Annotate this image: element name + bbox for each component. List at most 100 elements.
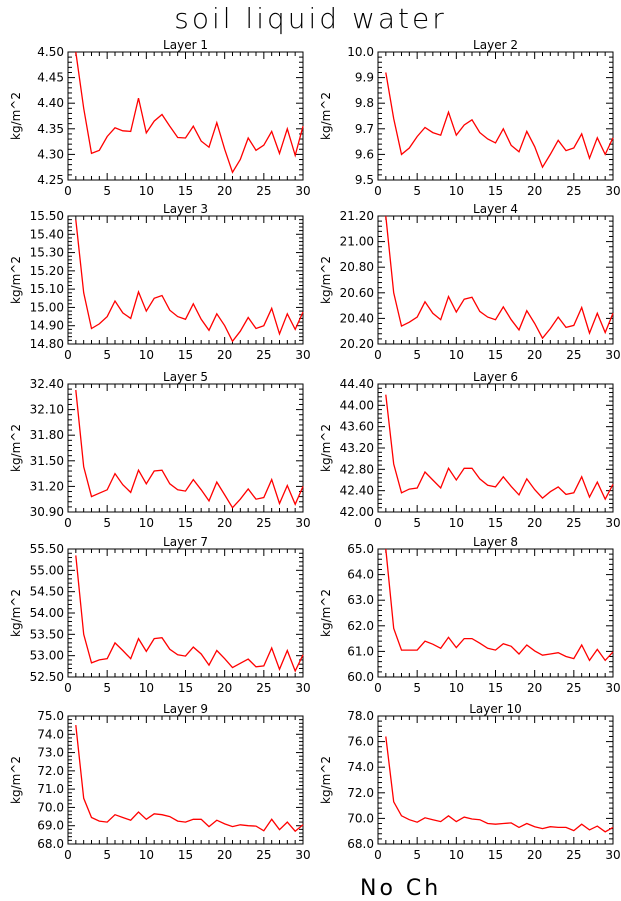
x-tick-label: 20 (527, 681, 542, 695)
y-tick-label: 31.50 (30, 454, 64, 468)
x-tick-label: 0 (64, 681, 72, 695)
y-axis-label: kg/m^2 (319, 92, 333, 140)
y-tick-label: 42.40 (340, 484, 374, 498)
y-tick-label: 10.0 (347, 45, 374, 59)
y-tick-label: 55.00 (30, 563, 64, 577)
panel-10: Layer 10 kg/m^2 0 5 10 15 20 25 30 68.0 70.0 72.0 74… (319, 702, 621, 862)
y-tick-label: 43.20 (340, 441, 374, 455)
y-axis-label: kg/m^2 (319, 756, 333, 804)
y-tick-label: 14.80 (30, 337, 64, 351)
x-tick-label: 30 (605, 848, 620, 862)
panel-title: Layer 3 (163, 202, 208, 216)
y-tick-label: 76.0 (347, 735, 374, 749)
x-tick-label: 0 (374, 184, 382, 198)
y-tick-label: 30.90 (30, 505, 64, 519)
y-tick-label: 31.20 (30, 479, 64, 493)
x-tick-label: 5 (103, 184, 111, 198)
panel-title: Layer 10 (469, 702, 522, 716)
x-tick-label: 5 (103, 848, 111, 862)
x-tick-label: 20 (527, 184, 542, 198)
x-tick-label: 25 (256, 516, 271, 530)
x-tick-label: 15 (488, 348, 503, 362)
series-line (75, 725, 304, 833)
x-tick-label: 30 (605, 184, 620, 198)
x-tick-label: 25 (256, 348, 271, 362)
panel-title: Layer 9 (163, 702, 208, 716)
x-tick-label: 10 (449, 681, 464, 695)
x-tick-label: 15 (178, 348, 193, 362)
y-tick-label: 63.0 (347, 593, 374, 607)
y-tick-label: 14.90 (30, 319, 64, 333)
y-tick-label: 9.8 (355, 96, 374, 110)
x-tick-label: 10 (139, 184, 154, 198)
y-axis-label: kg/m^2 (9, 92, 23, 140)
plot-frame (67, 215, 304, 345)
y-tick-label: 61.0 (347, 644, 374, 658)
x-tick-label: 20 (527, 348, 542, 362)
y-tick-label: 72.0 (37, 764, 64, 778)
x-tick-label: 5 (413, 348, 421, 362)
x-tick-label: 20 (217, 681, 232, 695)
x-tick-label: 10 (449, 848, 464, 862)
x-tick-label: 0 (374, 681, 382, 695)
x-tick-label: 15 (178, 184, 193, 198)
x-tick-label: 0 (374, 348, 382, 362)
plot-frame (377, 383, 614, 513)
x-tick-label: 5 (103, 681, 111, 695)
x-tick-label: 25 (256, 848, 271, 862)
plot-frame (377, 215, 614, 345)
y-tick-label: 4.40 (37, 96, 64, 110)
x-tick-label: 15 (178, 848, 193, 862)
x-tick-label: 20 (217, 348, 232, 362)
y-tick-label: 15.30 (30, 246, 64, 260)
y-tick-label: 55.50 (30, 542, 64, 556)
series-line (75, 51, 304, 174)
y-tick-label: 4.45 (37, 71, 64, 85)
y-tick-label: 54.00 (30, 606, 64, 620)
panel-title: Layer 2 (473, 38, 518, 52)
y-tick-label: 44.40 (340, 377, 374, 391)
y-tick-label: 72.0 (347, 786, 374, 800)
panel-title: Layer 4 (473, 202, 518, 216)
series-line (385, 72, 614, 169)
y-tick-label: 75.0 (37, 709, 64, 723)
series-line (75, 219, 304, 343)
x-tick-label: 10 (449, 348, 464, 362)
y-tick-label: 65.0 (347, 542, 374, 556)
panel-1: Layer 1 kg/m^2 0 5 10 15 20 25 30 4.25 4.30 4.35 4.4… (9, 38, 311, 198)
x-tick-label: 15 (488, 184, 503, 198)
x-tick-label: 15 (178, 516, 193, 530)
y-tick-label: 74.0 (347, 760, 374, 774)
y-tick-label: 15.00 (30, 300, 64, 314)
plot-frame (67, 51, 304, 181)
panel-title: Layer 7 (163, 535, 208, 549)
panel-6: Layer 6 kg/m^2 0 5 10 15 20 25 30 42.00 42.40 42.80… (319, 370, 621, 530)
y-tick-label: 54.50 (30, 585, 64, 599)
panel-title: Layer 8 (473, 535, 518, 549)
series-line (75, 389, 304, 509)
y-tick-label: 42.00 (340, 505, 374, 519)
x-tick-label: 30 (605, 681, 620, 695)
series-line (75, 555, 304, 673)
x-tick-label: 15 (488, 681, 503, 695)
x-tick-label: 20 (527, 848, 542, 862)
series-line (385, 548, 614, 662)
plot-frame (377, 51, 614, 181)
y-tick-label: 9.5 (355, 173, 374, 187)
y-tick-label: 52.50 (30, 670, 64, 684)
x-tick-label: 5 (413, 516, 421, 530)
y-tick-label: 70.0 (347, 811, 374, 825)
x-tick-label: 30 (295, 184, 310, 198)
y-tick-label: 68.0 (37, 837, 64, 851)
x-tick-label: 10 (449, 184, 464, 198)
x-tick-label: 25 (566, 681, 581, 695)
y-tick-label: 20.60 (340, 286, 374, 300)
panel-3: Layer 3 kg/m^2 0 5 10 15 20 25 30 14.80 14.90 15.00… (9, 202, 311, 362)
footer-label: No Ch (360, 876, 442, 901)
x-tick-label: 0 (64, 516, 72, 530)
y-tick-label: 15.20 (30, 264, 64, 278)
y-tick-label: 70.0 (37, 800, 64, 814)
x-tick-label: 10 (139, 848, 154, 862)
y-tick-label: 21.00 (340, 235, 374, 249)
